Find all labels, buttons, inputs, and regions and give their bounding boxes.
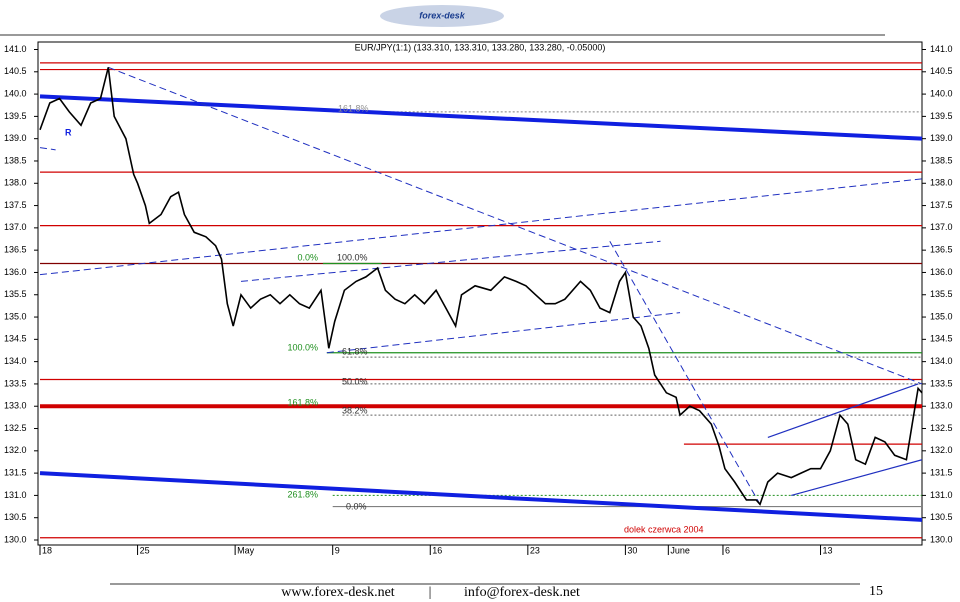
annotation: 100.0% <box>287 342 318 352</box>
y-tick-label: 130.0 <box>4 534 27 544</box>
y-tick-label-right: 141.0 <box>930 44 953 54</box>
y-tick-label: 137.5 <box>4 200 27 210</box>
chart-title: EUR/JPY(1:1) (133.310, 133.310, 133.280,… <box>355 42 606 52</box>
x-tick-label: 6 <box>725 545 730 555</box>
y-tick-label: 133.5 <box>4 378 27 388</box>
y-tick-label-right: 140.5 <box>930 66 953 76</box>
y-tick-label: 135.5 <box>4 289 27 299</box>
annotation: 261.8% <box>287 489 318 499</box>
annotation: 61.8% <box>342 346 368 356</box>
y-tick-label: 131.5 <box>4 467 27 477</box>
page-number: 15 <box>869 584 883 599</box>
x-tick-label: 16 <box>432 545 442 555</box>
footer-separator: | <box>429 585 432 600</box>
annotation: 161.8% <box>338 103 369 113</box>
plot-area: 130.0 130.0 130.5 130.5 131.0 131.0 131.5 131.5… <box>4 44 953 556</box>
annotation: 0.0% <box>346 501 367 511</box>
trend-line <box>108 66 923 385</box>
y-tick-label: 130.5 <box>4 512 27 522</box>
x-tick-label: 9 <box>335 545 340 555</box>
y-tick-label-right: 132.5 <box>930 423 953 433</box>
x-tick-label: 23 <box>530 545 540 555</box>
x-tick-label: 30 <box>627 545 637 555</box>
trend-line <box>326 312 681 354</box>
trend-line <box>791 459 923 496</box>
y-tick-label-right: 130.0 <box>930 534 953 544</box>
y-tick-label-right: 132.0 <box>930 445 953 455</box>
y-tick-label-right: 136.5 <box>930 245 953 255</box>
y-tick-label: 139.0 <box>4 133 27 143</box>
y-tick-label-right: 131.5 <box>930 467 953 477</box>
annotation: 100.0% <box>337 252 368 262</box>
y-tick-label-right: 135.5 <box>930 289 953 299</box>
annotation: 38.2% <box>342 405 368 415</box>
y-tick-label: 133.0 <box>4 401 27 411</box>
y-tick-label: 141.0 <box>4 44 27 54</box>
y-tick-label: 132.5 <box>4 423 27 433</box>
y-tick-label: 134.0 <box>4 356 27 366</box>
logo-swoosh <box>380 5 504 27</box>
y-tick-label-right: 138.0 <box>930 178 953 188</box>
y-tick-label-right: 137.0 <box>930 222 953 232</box>
y-tick-label-right: 136.0 <box>930 267 953 277</box>
y-tick-label: 137.0 <box>4 222 27 232</box>
trend-line <box>609 240 761 505</box>
y-tick-label: 140.0 <box>4 88 27 98</box>
marker-label: R <box>65 127 72 137</box>
y-tick-label-right: 139.5 <box>930 111 953 121</box>
y-tick-label: 135.0 <box>4 311 27 321</box>
annotation: 0.0% <box>297 252 318 262</box>
y-tick-label: 136.5 <box>4 245 27 255</box>
y-tick-label-right: 139.0 <box>930 133 953 143</box>
trend-line <box>39 471 923 522</box>
y-tick-label: 138.5 <box>4 155 27 165</box>
annotation: 161.8% <box>287 397 318 407</box>
footer-email[interactable]: info@forex-desk.net <box>464 585 580 600</box>
y-tick-label-right: 138.5 <box>930 155 953 165</box>
footer-website[interactable]: www.forex-desk.net <box>281 585 394 600</box>
x-tick-label: May <box>237 545 255 555</box>
price-line <box>39 67 923 506</box>
x-tick-label: 13 <box>823 545 833 555</box>
y-tick-label-right: 131.0 <box>930 490 953 500</box>
annotation: 50.0% <box>342 376 368 386</box>
y-tick-label-right: 134.5 <box>930 334 953 344</box>
trend-line <box>39 178 923 276</box>
y-tick-label-right: 134.0 <box>930 356 953 366</box>
plot-frame <box>37 41 923 546</box>
y-tick-label: 140.5 <box>4 66 27 76</box>
trend-line <box>39 94 923 141</box>
annotation: dolek czerwca 2004 <box>624 524 704 534</box>
y-tick-label: 136.0 <box>4 267 27 277</box>
trend-line <box>39 147 56 151</box>
y-tick-label: 131.0 <box>4 490 27 500</box>
x-tick-label: 25 <box>140 545 150 555</box>
trend-line <box>767 383 919 439</box>
y-tick-label-right: 130.5 <box>930 512 953 522</box>
logo: forex-desk <box>380 5 504 27</box>
x-tick-label: 18 <box>42 545 52 555</box>
y-tick-label-right: 133.5 <box>930 378 953 388</box>
x-tick-label: June <box>670 545 690 555</box>
y-tick-label-right: 137.5 <box>930 200 953 210</box>
y-tick-label-right: 135.0 <box>930 311 953 321</box>
y-tick-label-right: 133.0 <box>930 401 953 411</box>
trend-line <box>240 240 661 282</box>
y-tick-label-right: 140.0 <box>930 88 953 98</box>
y-tick-label: 138.0 <box>4 178 27 188</box>
y-tick-label: 139.5 <box>4 111 27 121</box>
logo-text: forex-desk <box>419 10 466 20</box>
y-tick-label: 134.5 <box>4 334 27 344</box>
y-tick-label: 132.0 <box>4 445 27 455</box>
